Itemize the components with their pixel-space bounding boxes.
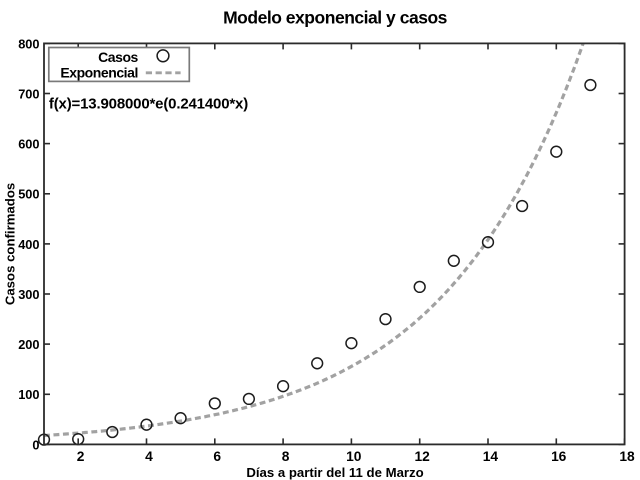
- svg-text:700: 700: [18, 86, 39, 101]
- svg-text:Casos confirmados: Casos confirmados: [2, 183, 17, 305]
- svg-text:6: 6: [213, 449, 221, 464]
- svg-text:2: 2: [77, 449, 85, 464]
- svg-text:800: 800: [18, 36, 39, 51]
- svg-text:18: 18: [619, 449, 635, 464]
- svg-text:300: 300: [18, 287, 39, 302]
- svg-text:12: 12: [414, 449, 430, 464]
- svg-text:100: 100: [18, 387, 39, 402]
- svg-text:0: 0: [32, 437, 39, 452]
- svg-text:8: 8: [282, 449, 290, 464]
- svg-text:Modelo exponencial y casos: Modelo exponencial y casos: [223, 8, 448, 28]
- svg-text:600: 600: [18, 137, 39, 152]
- svg-text:500: 500: [18, 187, 39, 202]
- svg-text:Casos: Casos: [98, 49, 138, 65]
- svg-text:16: 16: [551, 449, 567, 464]
- svg-text:14: 14: [483, 449, 499, 464]
- svg-text:200: 200: [18, 337, 39, 352]
- svg-text:Exponencial: Exponencial: [60, 65, 138, 81]
- svg-text:4: 4: [145, 449, 153, 464]
- svg-text:f(x)=13.908000*e(0.241400*x): f(x)=13.908000*e(0.241400*x): [49, 95, 248, 112]
- svg-text:10: 10: [346, 449, 362, 464]
- svg-text:Días a partir del 11 de Marzo: Días a partir del 11 de Marzo: [246, 465, 423, 480]
- svg-text:400: 400: [18, 237, 39, 252]
